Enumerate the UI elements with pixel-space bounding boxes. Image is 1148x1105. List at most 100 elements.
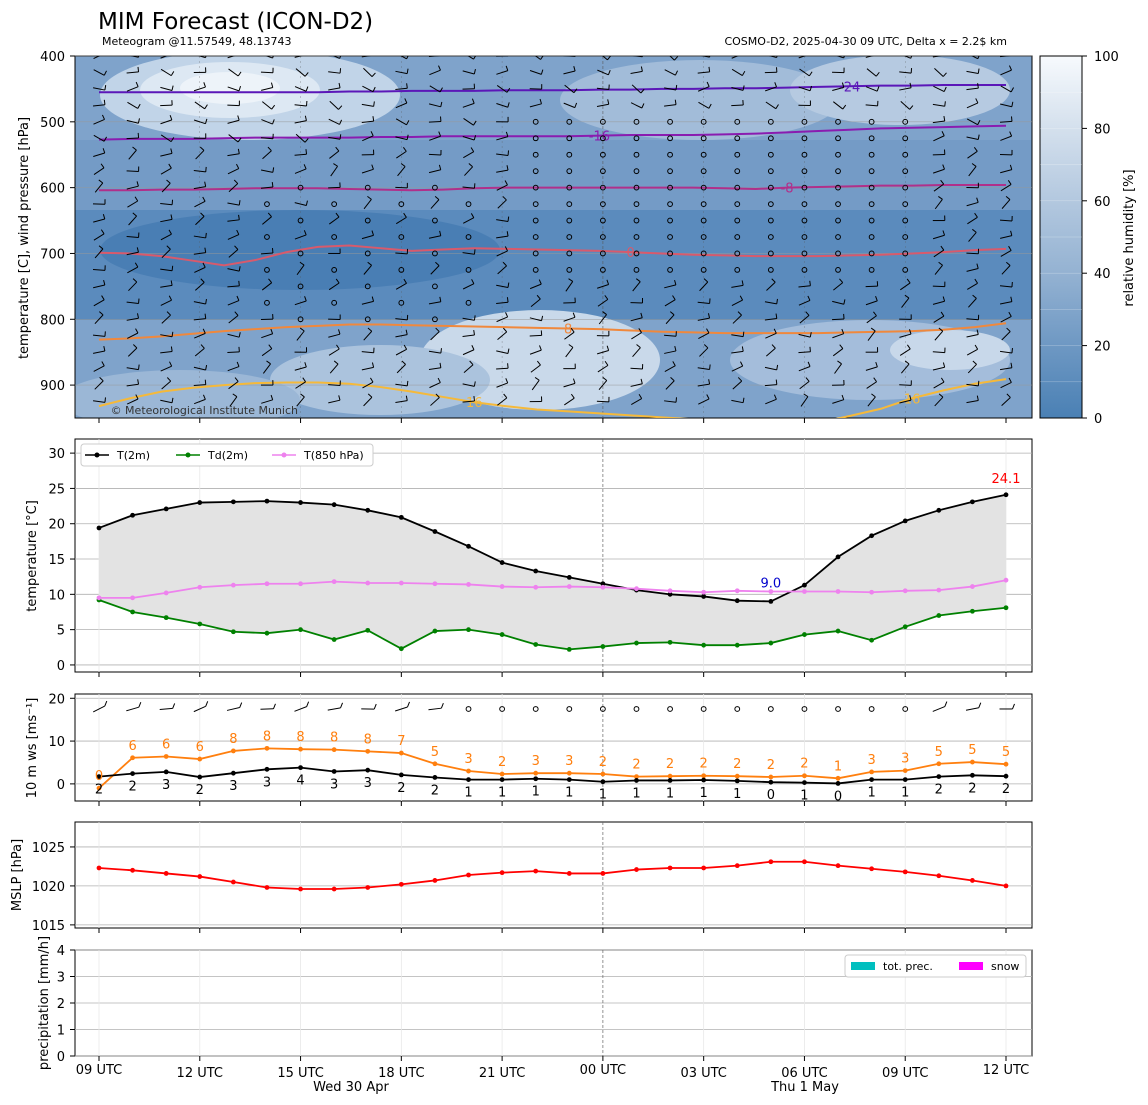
wind-barb-flag: [237, 71, 242, 77]
wind-barb-flag: [473, 315, 476, 321]
wind-barb-shaft: [496, 235, 509, 239]
temperature-ylabel: temperature [°C]: [25, 500, 40, 612]
windspeed-label: 1: [498, 786, 506, 801]
wind-barb-flag: [839, 278, 844, 283]
wind-barb: [294, 164, 307, 174]
gust-point: [970, 759, 975, 765]
wind-barb-flag: [737, 377, 743, 382]
windspeed-point: [701, 777, 707, 783]
wind-barb-flag: [841, 394, 845, 400]
mslp-point: [96, 865, 102, 871]
wind-barb-shaft: [1000, 316, 1012, 323]
wind-barb-flag: [742, 397, 745, 403]
wind-barb-flag: [910, 56, 913, 59]
y-tick-label: 400: [40, 50, 65, 65]
wind-barb-flag: [574, 102, 578, 108]
wind-barb: [496, 312, 509, 323]
wind-barb-flag: [171, 85, 174, 91]
wind-barb-flag: [740, 361, 744, 367]
wind-barb-shaft: [596, 400, 609, 403]
t2m-point: [96, 525, 102, 531]
calm-wind-symbol: [432, 184, 438, 191]
calm-wind-symbol: [700, 250, 707, 257]
wind-barb-shaft: [531, 379, 540, 391]
gust-label: 5: [431, 745, 439, 760]
td2m-point: [566, 647, 572, 652]
wind-barb: [262, 212, 272, 225]
t850-point: [936, 587, 942, 593]
wind-barb: [361, 362, 375, 371]
wind-barb-flag: [407, 701, 410, 708]
calm-wind-symbol: [297, 217, 304, 224]
gust-point: [768, 774, 774, 780]
wind-barb: [395, 118, 410, 126]
wind-barb: [193, 379, 207, 387]
gust-point: [96, 785, 102, 791]
wind-barb-flag: [437, 377, 441, 383]
wind-barb-flag: [776, 364, 779, 370]
wind-barb-shaft: [664, 400, 677, 403]
wind-barb-flag: [570, 393, 575, 399]
t850-point: [566, 584, 572, 589]
wind-barb-flag: [338, 395, 341, 401]
wind-barb-flag: [204, 313, 207, 319]
wind-barb-flag: [102, 148, 106, 154]
gust-label: 2: [733, 757, 741, 772]
wind-barb-flag: [978, 702, 982, 708]
wind-barb-flag: [675, 84, 678, 91]
y-tick-label: 800: [40, 313, 65, 328]
isotherm-line: [99, 83, 1006, 94]
wind-barb-flag: [771, 278, 776, 283]
calm-wind-symbol: [801, 184, 808, 191]
wind-barb-flag: [938, 327, 944, 332]
wind-barb-flag: [674, 56, 679, 61]
wind-barb-flag: [607, 69, 611, 75]
windspeed-label: 2: [128, 780, 136, 795]
wind-barb: [664, 361, 676, 372]
wind-barb-shaft: [92, 400, 106, 403]
wind-barb: [126, 364, 140, 371]
wind-barb-flag: [809, 280, 811, 286]
wind-barb-flag: [470, 213, 475, 218]
wind-barb: [932, 115, 946, 124]
wind-barb: [260, 248, 274, 255]
wind-barb-shaft: [93, 119, 105, 125]
calm-wind-symbol: [734, 151, 741, 158]
wind-barb: [260, 181, 274, 189]
wind-barb: [597, 69, 611, 76]
wind-barb: [227, 346, 240, 353]
wind-barb-shaft: [92, 334, 106, 337]
wind-barb: [865, 296, 878, 306]
wind-barb-flag: [200, 278, 205, 283]
wind-barb-shaft: [93, 233, 105, 241]
mslp-point: [365, 885, 371, 890]
wind-barb: [126, 394, 139, 405]
t2m-point: [533, 568, 539, 574]
wind-barb-flag: [507, 348, 510, 354]
wind-barb-flag: [942, 230, 946, 236]
calm-wind-symbol: [801, 201, 808, 207]
wind-barb: [966, 68, 980, 74]
day-label-2: Thu 1 May: [770, 1080, 839, 1095]
wind-barb-flag: [742, 85, 745, 91]
wind-barb: [227, 332, 241, 338]
wind-barb: [596, 99, 610, 107]
wind-barb-flag: [940, 311, 945, 317]
wind-barb: [428, 703, 444, 711]
calm-wind-symbol: [767, 250, 774, 257]
windspeed-point: [970, 772, 975, 778]
wind-barb-shaft: [429, 135, 441, 141]
wind-barb-shaft: [126, 119, 139, 124]
wind-barb: [260, 314, 274, 320]
wind-barb-shaft: [395, 318, 408, 321]
wind-barb-shaft: [932, 366, 945, 371]
calm-wind-symbol: [801, 267, 808, 273]
wind-barb-flag: [439, 230, 442, 236]
mslp-point: [701, 865, 707, 871]
mslp-point: [802, 859, 807, 865]
wind-barb-flag: [807, 361, 811, 367]
windspeed-label: 4: [296, 774, 304, 789]
wind-barb-flag: [340, 702, 344, 709]
wind-barb: [93, 85, 107, 91]
wind-barb-shaft: [227, 86, 240, 92]
